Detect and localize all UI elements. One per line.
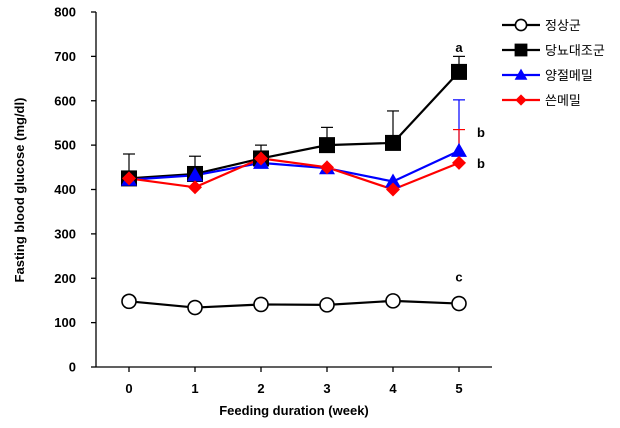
data-point (121, 293, 137, 310)
data-point (188, 180, 202, 195)
y-tick-label: 800 (54, 5, 76, 20)
series-lines (128, 71, 460, 309)
y-tick-label: 700 (54, 49, 76, 64)
data-point (452, 155, 466, 170)
legend-label: 양절메밀 (545, 69, 593, 84)
data-point (122, 171, 136, 186)
y-tick-label: 500 (54, 138, 76, 153)
y-tick-label: 200 (54, 271, 76, 286)
legend-marker (514, 68, 528, 80)
data-point (319, 297, 335, 313)
series-line (128, 149, 460, 183)
data-point (187, 299, 203, 316)
data-point (385, 293, 401, 309)
x-tick-label: 0 (125, 381, 132, 396)
legend-marker (514, 43, 528, 57)
x-tick-label: 5 (455, 381, 462, 396)
y-tick-label: 400 (54, 182, 76, 197)
axes: 0 100 200 300 400 500 600 700 800 0 1 2 3 4 5 (54, 5, 492, 396)
significance-letters: c a b b (455, 40, 485, 285)
x-tick-label: 2 (257, 381, 264, 396)
error-bars (123, 55, 465, 179)
series-line (128, 157, 460, 191)
data-point (254, 151, 268, 166)
series-line (128, 71, 460, 180)
y-tick-label: 0 (69, 360, 76, 375)
x-axis-title: Feeding duration (week) (219, 403, 369, 418)
data-point (386, 182, 400, 197)
significance-letter: a (455, 40, 463, 55)
data-point (320, 160, 334, 175)
significance-letter: c (455, 270, 462, 285)
x-tick-label: 1 (191, 381, 198, 396)
series-line (128, 299, 460, 309)
data-point (187, 167, 203, 182)
data-point (451, 295, 467, 312)
legend-label: 당뇨대조군 (545, 44, 605, 59)
y-tick-label: 100 (54, 315, 76, 330)
legend-marker (514, 18, 528, 32)
data-point (451, 63, 467, 80)
significance-letter: b (477, 156, 485, 171)
legend-marker (515, 94, 527, 106)
x-tick-label: 3 (323, 381, 330, 396)
legend-label: 쓴메밀 (545, 94, 581, 109)
y-axis-title: Fasting blood glucose (mg/dl) (12, 98, 27, 283)
y-tick-label: 600 (54, 93, 76, 108)
data-point (385, 134, 401, 151)
data-point (319, 137, 335, 154)
x-tick-label: 4 (389, 381, 397, 396)
data-point (253, 296, 269, 313)
y-tick-label: 300 (54, 226, 76, 241)
data-point (451, 142, 467, 157)
data-point (385, 173, 401, 188)
series-markers (121, 63, 467, 316)
significance-letter: b (477, 125, 485, 140)
legend-label: 정상군 (545, 19, 581, 34)
